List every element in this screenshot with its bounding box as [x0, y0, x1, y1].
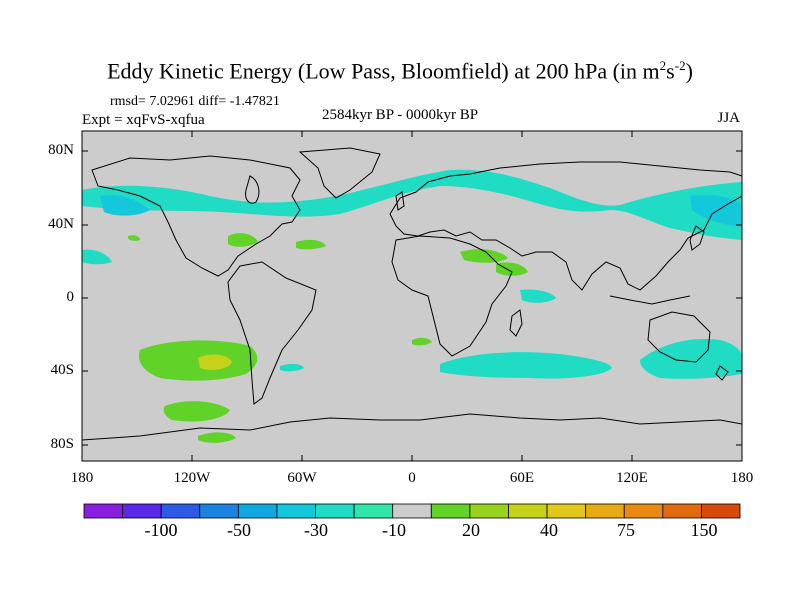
green-south-pacific-patch — [138, 340, 258, 381]
colorbar-label: -10 — [382, 520, 406, 540]
colorbar-box — [546, 503, 587, 519]
x-tick-label: 180 — [730, 470, 754, 486]
season-label: JJA — [717, 110, 740, 126]
x-tick-label: 60W — [287, 470, 317, 486]
colorbar-label: 75 — [617, 520, 635, 540]
antarctica-coast — [82, 413, 742, 441]
colorbar-label: -100 — [144, 520, 178, 540]
coastlines — [82, 147, 742, 441]
green-patch — [198, 432, 236, 443]
greenland-coast — [298, 147, 381, 199]
teal-patch — [690, 194, 742, 226]
colorbar-box — [315, 503, 355, 519]
colorbar-label: 20 — [462, 520, 480, 540]
cyan-southern-ocean-band — [440, 352, 612, 379]
colorbar-label: 150 — [690, 520, 718, 540]
green-patch — [412, 337, 432, 346]
y-tick-label: 0 — [66, 289, 75, 305]
madagascar-coast — [509, 309, 523, 337]
australia-coast — [647, 311, 711, 363]
colorbar-box — [353, 503, 394, 519]
british-isles-coast — [395, 191, 405, 211]
y-tick-label: 40S — [50, 362, 74, 378]
green-patch — [163, 401, 230, 422]
teal-patch — [100, 194, 150, 216]
africa-coast — [391, 235, 513, 357]
x-tick-label: 180 — [70, 470, 94, 486]
colorbar-label: 40 — [540, 520, 558, 540]
colorbar-box — [585, 503, 625, 519]
new-zealand-coast — [715, 365, 729, 381]
colorbar-box — [276, 503, 316, 519]
y-tick-label: 40N — [48, 216, 74, 232]
eurasia-coast — [389, 161, 742, 291]
colorbar-box — [160, 503, 201, 519]
japan-coast — [689, 225, 705, 251]
colorbar-box — [237, 503, 278, 519]
colorbar-box — [392, 503, 432, 519]
green-patch — [460, 249, 508, 263]
x-tick-label: 0 — [408, 470, 416, 486]
colorbar-label: -30 — [304, 520, 328, 540]
indonesia-coast — [609, 295, 691, 305]
x-tick-label: 120E — [616, 470, 648, 486]
cyan-patch — [280, 363, 304, 372]
green-patch — [296, 239, 326, 250]
yellow-green-maximum — [198, 354, 232, 370]
experiment-label: Expt = xqFvS-xqfua — [82, 112, 205, 128]
cyan-patch-australia — [640, 338, 742, 379]
south-america-coast — [227, 261, 317, 405]
colorbar — [83, 503, 741, 519]
colorbar-box — [508, 503, 548, 519]
cyan-patch — [82, 249, 112, 265]
colorbar-box — [469, 503, 509, 519]
ekE-anomaly-shading — [82, 169, 742, 443]
axis-ticks — [82, 131, 742, 461]
colorbar-box — [83, 503, 123, 519]
north-america-coast — [91, 155, 301, 277]
chart-title: Eddy Kinetic Energy (Low Pass, Bloomfiel… — [107, 58, 693, 84]
green-patch — [496, 262, 528, 276]
cyan-patch — [520, 289, 556, 303]
colorbar-box — [701, 503, 741, 519]
x-tick-label: 60E — [509, 470, 535, 486]
colorbar-box — [662, 503, 702, 519]
hudson-bay-coast — [245, 175, 260, 204]
colorbar-box — [199, 503, 239, 519]
y-tick-label: 80S — [50, 436, 74, 452]
period-label: 2584kyr BP - 0000kyr BP — [321, 107, 479, 123]
green-patch — [228, 233, 258, 247]
colorbar-box — [430, 503, 471, 519]
colorbar-box — [623, 503, 664, 519]
rmsd-diff-stats: rmsd= 7.02961 diff= -1.47821 — [110, 94, 280, 109]
y-tick-label: 80N — [48, 142, 74, 158]
colorbar-label: -50 — [227, 520, 251, 540]
cyan-storm-track-band — [82, 169, 742, 240]
x-tick-label: 120W — [173, 470, 211, 486]
colorbar-box — [122, 503, 162, 519]
green-patch — [128, 235, 140, 241]
